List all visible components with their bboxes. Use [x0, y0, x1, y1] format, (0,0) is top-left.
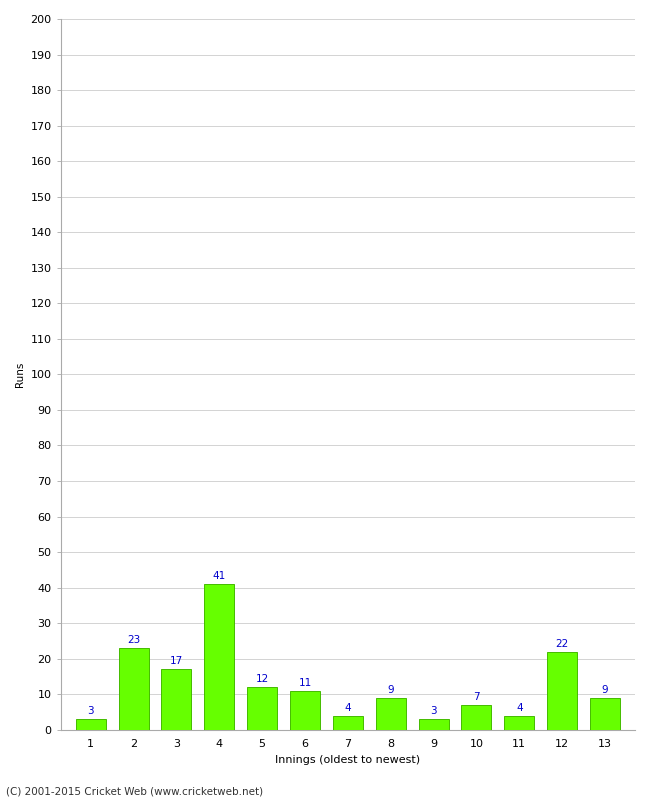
Text: 3: 3 [87, 706, 94, 716]
Text: 22: 22 [556, 638, 569, 649]
Bar [376, 698, 406, 730]
Bar [118, 648, 149, 730]
Bar [75, 719, 106, 730]
Text: 23: 23 [127, 635, 140, 645]
Text: 4: 4 [516, 702, 523, 713]
Bar [161, 670, 191, 730]
Bar [419, 719, 448, 730]
Bar [547, 651, 577, 730]
Bar [247, 687, 277, 730]
Bar [333, 715, 363, 730]
Bar [204, 584, 234, 730]
Text: (C) 2001-2015 Cricket Web (www.cricketweb.net): (C) 2001-2015 Cricket Web (www.cricketwe… [6, 786, 264, 796]
Text: 4: 4 [344, 702, 351, 713]
Text: 3: 3 [430, 706, 437, 716]
Y-axis label: Runs: Runs [15, 362, 25, 387]
Text: 12: 12 [255, 674, 268, 684]
Text: 11: 11 [298, 678, 311, 688]
Bar [462, 705, 491, 730]
Text: 17: 17 [170, 657, 183, 666]
Text: 7: 7 [473, 692, 480, 702]
Text: 9: 9 [387, 685, 394, 695]
Text: 41: 41 [213, 571, 226, 581]
Bar [290, 690, 320, 730]
Bar [504, 715, 534, 730]
Text: 9: 9 [602, 685, 608, 695]
X-axis label: Innings (oldest to newest): Innings (oldest to newest) [276, 755, 421, 765]
Bar [590, 698, 620, 730]
